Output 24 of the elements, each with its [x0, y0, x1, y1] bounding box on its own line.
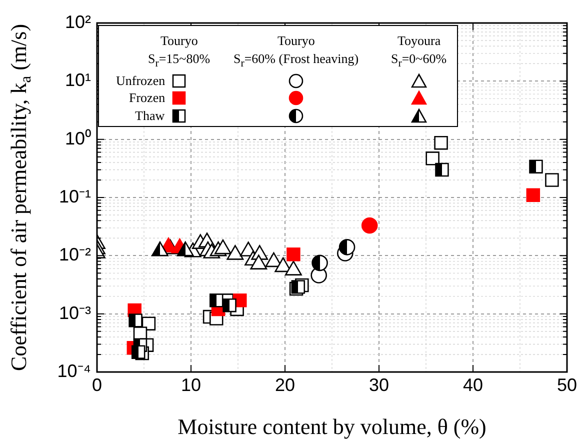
annotation: S$_{r}$=15~80%	[148, 51, 210, 72]
annotation: S$_{r}$=0~60%	[391, 51, 447, 72]
legend-label: Unfrozen	[116, 73, 166, 88]
y-tick-label: 10¹	[64, 70, 92, 90]
x-axis-title: Moisture content by volume, θ (%)	[178, 414, 486, 439]
y-tick-label: 10⁻²	[58, 244, 92, 265]
annotation: Touryo	[160, 33, 198, 48]
legend-label: Frozen	[129, 90, 166, 105]
x-tick-label: 10	[180, 374, 202, 395]
x-tick-label: 20	[274, 374, 296, 395]
annotation: Toyoura	[398, 33, 441, 48]
x-tick-label: 50	[556, 374, 578, 395]
x-tick-label: 30	[368, 374, 390, 395]
legend-label: Thaw	[135, 108, 165, 123]
y-tick-label: 10²	[64, 12, 92, 32]
y-tick-label: 10⁻³	[58, 302, 92, 323]
x-tick-label: 40	[462, 374, 484, 395]
y-tick-label: 10⁻⁴	[57, 360, 91, 381]
y-tick-label: 10⁰	[64, 128, 91, 148]
y-tick-label: 10⁻¹	[58, 186, 92, 206]
annotation: S$_{r}$=60% (Frost heaving)	[234, 51, 359, 72]
annotation: Touryo	[278, 33, 315, 48]
y-axis-title: Coefficient of air permeability, ka (m/s)	[6, 24, 35, 372]
x-tick-label: 0	[92, 374, 102, 395]
